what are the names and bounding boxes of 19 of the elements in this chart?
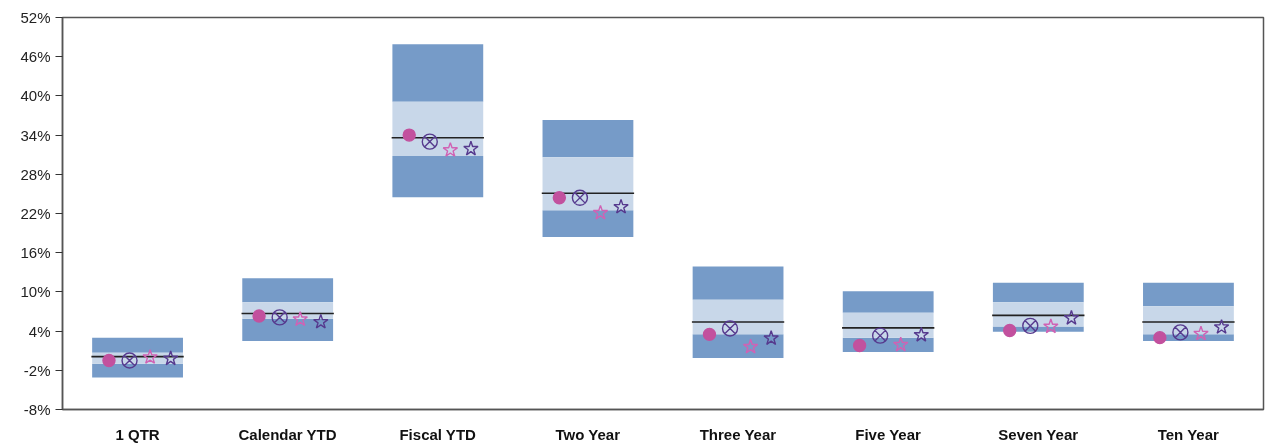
y-tick-label: 28% [20,165,51,183]
x-tick-label: Ten Year [1157,425,1220,443]
x-tick-label: Three Year [699,425,777,443]
y-tick-label: 16% [20,244,51,262]
x-tick-label: 1 QTR [115,425,160,443]
y-tick-label: -8% [23,401,51,418]
x-tick-label: Two Year [555,425,621,443]
y-tick-label: 34% [20,126,51,144]
y-tick-label: 40% [20,87,51,105]
x-tick-label: Five Year [855,425,922,443]
x-tick-label: Fiscal YTD [399,425,477,443]
y-tick-label: -2% [23,361,51,379]
x-tick-label: Seven Year [998,425,1079,443]
y-tick-label: 4% [28,322,51,340]
y-tick-label: 10% [20,283,51,301]
y-tick-label: 46% [20,48,51,66]
y-tick-label: 22% [20,205,51,222]
x-tick-label: Calendar YTD [238,425,337,443]
y-tick-label: 52% [20,9,51,26]
